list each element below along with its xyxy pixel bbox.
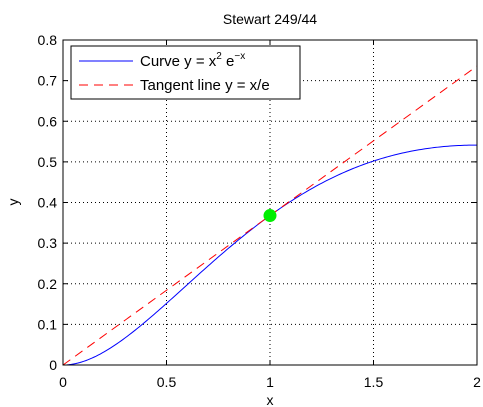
y-tick-label: 0.7 (38, 73, 58, 89)
y-tick-label: 0.1 (38, 316, 58, 332)
legend-curve-main: Curve y = x (140, 53, 217, 70)
x-tick-label: 0.5 (157, 374, 177, 390)
x-tick-label: 1 (266, 374, 274, 390)
legend-curve-mid: e (222, 53, 235, 70)
y-tick-label: 0.5 (38, 154, 58, 170)
y-tick-label: 0.4 (38, 195, 58, 211)
chart-title: Stewart 249/44 (223, 11, 317, 27)
y-tick-label: 0 (49, 357, 57, 373)
y-tick-label: 0.2 (38, 276, 58, 292)
tangent-point-marker (263, 209, 277, 223)
legend-label-tangent: Tangent line y = x/e (140, 77, 270, 94)
legend-box (70, 45, 301, 100)
x-tick-label: 2 (473, 374, 481, 390)
y-tick-label: 0.6 (38, 113, 58, 129)
x-axis-label: x (267, 392, 274, 407)
x-tick-label: 1.5 (364, 374, 384, 390)
y-tick-label: 0.3 (38, 235, 58, 251)
x-tick-label: 0 (59, 374, 67, 390)
legend-label-curve: Curve y = x2 e−x (140, 51, 245, 70)
legend-curve-sup1: 2 (216, 51, 222, 62)
axis-ticks: 0 0.5 1 1.5 2 0 0.1 0.2 0.3 0.4 0.5 0.6 0.7 0.8 (38, 32, 482, 390)
y-tick-label: 0.8 (38, 32, 58, 48)
legend-curve-sup2: −x (234, 51, 245, 62)
legend: Curve y = x2 e−x Tangent line y = x/e (70, 45, 301, 100)
plot-points (263, 209, 277, 223)
y-axis-label: y (5, 199, 21, 206)
